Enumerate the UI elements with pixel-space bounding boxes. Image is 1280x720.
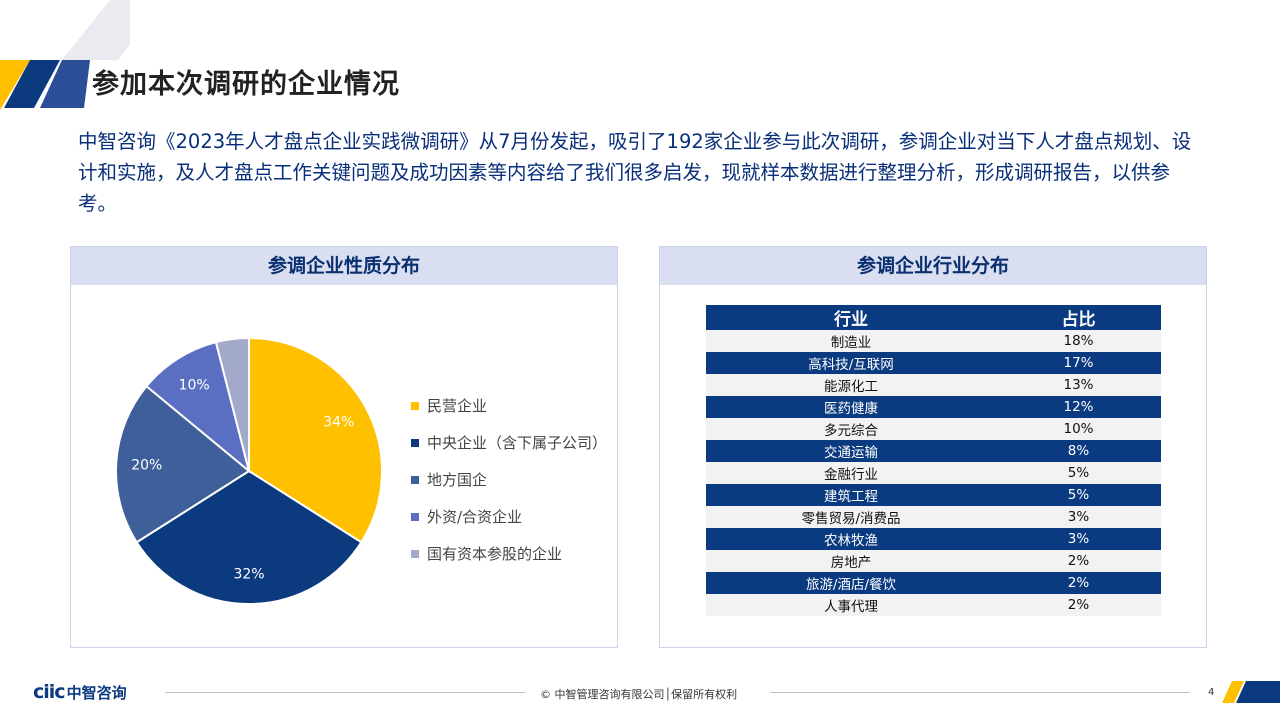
pie-data-label: 32% — [233, 566, 264, 582]
industry-share: 17% — [996, 352, 1161, 374]
logo-latin-text: ciic — [33, 681, 66, 703]
industry-row: 高科技/互联网 17% — [706, 352, 1161, 374]
industry-share: 18% — [996, 330, 1161, 352]
page-title: 参加本次调研的企业情况 — [92, 69, 400, 100]
industry-name: 能源化工 — [706, 374, 996, 396]
share-column-header: 占比 — [996, 305, 1161, 330]
industry-name: 建筑工程 — [706, 484, 996, 506]
logo-cn-text: 中智咨询 — [66, 683, 127, 702]
industry-name: 农林牧渔 — [706, 528, 996, 550]
industry-share: 13% — [996, 374, 1161, 396]
industry-share: 2% — [996, 572, 1161, 594]
industry-name: 人事代理 — [706, 594, 996, 616]
page-number: 4 — [1208, 687, 1215, 698]
pie-slice — [214, 336, 250, 472]
industry-row: 能源化工 13% — [706, 374, 1161, 396]
industry-share: 2% — [996, 594, 1161, 616]
industry-name: 金融行业 — [706, 462, 996, 484]
industry-name: 制造业 — [706, 330, 996, 352]
legend-swatch — [411, 512, 419, 521]
industry-share: 3% — [996, 506, 1161, 528]
legend-label: 民营企业 — [427, 397, 488, 415]
footer-corner-decoration — [1222, 681, 1280, 703]
industry-row: 制造业 18% — [706, 330, 1161, 352]
industry-name: 多元综合 — [706, 418, 996, 440]
industry-name: 房地产 — [706, 550, 996, 572]
corner-decoration — [0, 0, 130, 110]
legend-item: 民营企业 — [411, 387, 607, 424]
industry-column-header: 行业 — [706, 305, 996, 330]
industry-panel: 参调企业行业分布 行业 占比 制造业 18% 高科技/互联网 17% 能源化工 13% 医药… — [659, 246, 1207, 648]
legend-item: 地方国企 — [411, 461, 607, 498]
company-type-pie-chart: 34% 32% 20% 10% — [115, 336, 383, 605]
industry-row: 零售贸易/消费品 3% — [706, 506, 1161, 528]
footer-divider-left — [165, 692, 525, 693]
legend-label: 地方国企 — [427, 471, 488, 489]
intro-paragraph: 中智咨询《2023年人才盘点企业实践微调研》从7月份发起，吸引了192家企业参与… — [78, 130, 1192, 215]
legend-item: 外资/合资企业 — [411, 498, 607, 535]
pie-legend: 民营企业中央企业（含下属子公司） 地方国企外资/合资企业国有资本参股的企业 — [411, 387, 607, 572]
legend-item: 中央企业（含下属子公司） — [411, 424, 607, 461]
industry-row: 多元综合 10% — [706, 418, 1161, 440]
industry-name: 医药健康 — [706, 396, 996, 418]
industry-row: 交通运输 8% — [706, 440, 1161, 462]
industry-row: 医药健康 12% — [706, 396, 1161, 418]
company-type-panel-title: 参调企业性质分布 — [71, 247, 617, 285]
industry-name: 交通运输 — [706, 440, 996, 462]
industry-share: 5% — [996, 462, 1161, 484]
industry-table: 行业 占比 制造业 18% 高科技/互联网 17% 能源化工 13% 医药健康 12% 多元综合… — [706, 305, 1161, 616]
industry-share: 10% — [996, 418, 1161, 440]
pie-data-label: 20% — [131, 458, 162, 474]
industry-name: 零售贸易/消费品 — [706, 506, 996, 528]
pie-slice — [135, 469, 363, 605]
footer-divider-right — [770, 692, 1190, 693]
industry-share: 12% — [996, 396, 1161, 418]
industry-panel-title: 参调企业行业分布 — [660, 247, 1206, 285]
industry-name: 旅游/酒店/餐饮 — [706, 572, 996, 594]
industry-row: 金融行业 5% — [706, 462, 1161, 484]
industry-share: 8% — [996, 440, 1161, 462]
legend-swatch — [411, 549, 419, 558]
industry-share: 2% — [996, 550, 1161, 572]
legend-swatch — [411, 438, 419, 447]
industry-name: 高科技/互联网 — [706, 352, 996, 374]
legend-item: 国有资本参股的企业 — [411, 535, 607, 572]
copyright-text: © 中智管理咨询有限公司│保留所有权利 — [540, 688, 738, 701]
pie-data-label: 10% — [179, 378, 210, 394]
legend-label: 国有资本参股的企业 — [427, 545, 563, 563]
pie-data-label: 34% — [323, 415, 354, 431]
legend-swatch — [411, 475, 419, 484]
industry-row: 人事代理 2% — [706, 594, 1161, 616]
pie-slice — [115, 384, 251, 544]
industry-row: 旅游/酒店/餐饮 2% — [706, 572, 1161, 594]
legend-label: 中央企业（含下属子公司） — [427, 434, 608, 452]
industry-row: 农林牧渔 3% — [706, 528, 1161, 550]
industry-share: 3% — [996, 528, 1161, 550]
legend-label: 外资/合资企业 — [427, 508, 523, 526]
industry-share: 5% — [996, 484, 1161, 506]
ciic-logo: ciic 中智咨询 — [33, 681, 127, 703]
legend-swatch — [411, 401, 419, 410]
company-type-panel: 参调企业性质分布 34% 32% 20% 10% 民营企业中央企业（含下属子公司） 地方… — [70, 246, 618, 648]
industry-row: 建筑工程 5% — [706, 484, 1161, 506]
industry-row: 房地产 2% — [706, 550, 1161, 572]
